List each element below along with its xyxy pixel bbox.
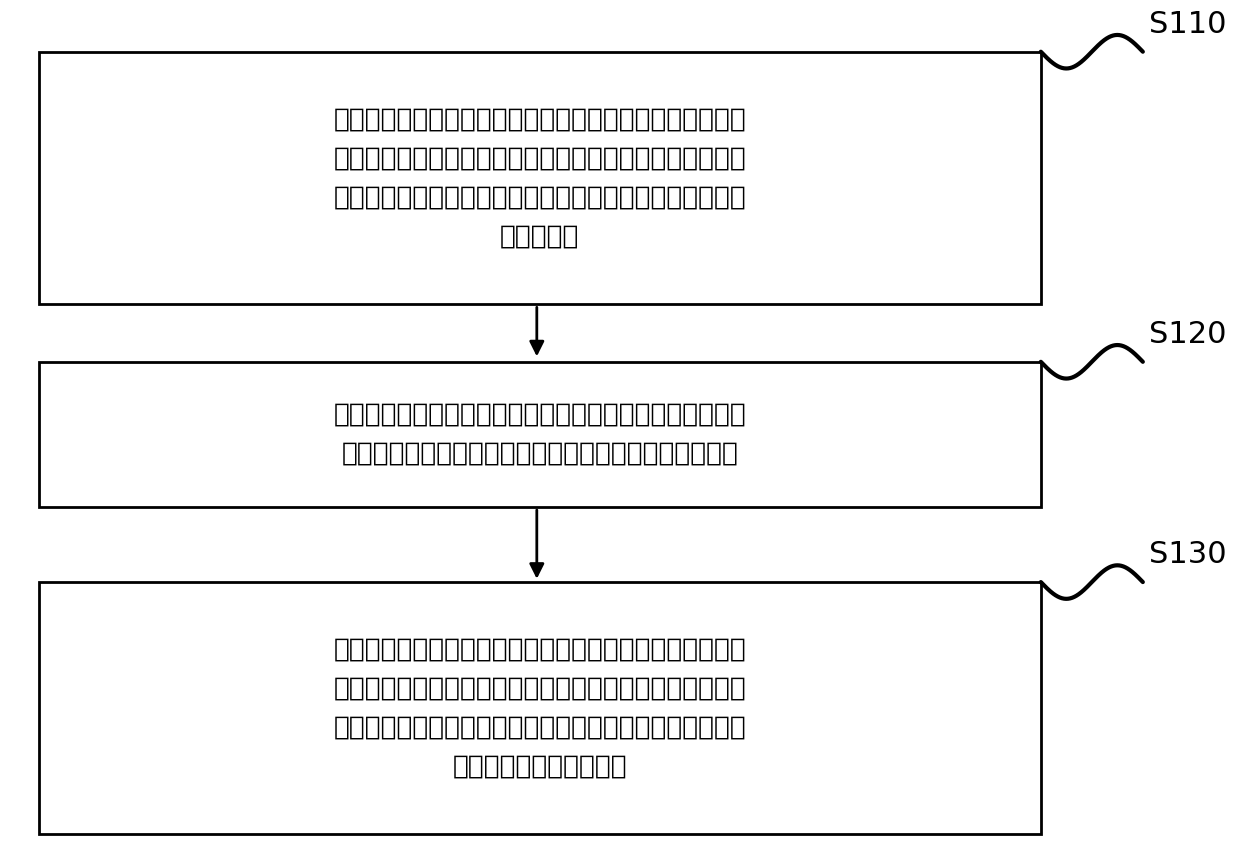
FancyBboxPatch shape	[38, 362, 1040, 507]
Text: S130: S130	[1148, 541, 1226, 569]
FancyBboxPatch shape	[38, 52, 1040, 304]
Text: 根据触发人机交互界面生成排污控制指令或根据检测到的冷
却水的电导率生成的排污控制指令控制所述排污装置运行: 根据触发人机交互界面生成排污控制指令或根据检测到的冷 却水的电导率生成的排污控制…	[334, 402, 746, 467]
Text: S110: S110	[1148, 10, 1226, 39]
Text: S120: S120	[1148, 320, 1226, 349]
Text: 根据触发人机交互界面生成的固体加药控制指令、于所述人
机交互界面配置时间生成的定时固体加药控制指令或根据检
测到的冷却水的氧化还原电位差生成的固体加药控制指令控: 根据触发人机交互界面生成的固体加药控制指令、于所述人 机交互界面配置时间生成的定…	[334, 637, 746, 779]
Text: 根据触发人机交互界面生成的液体加药控制指令、于所述人
机交互界面配置时间生成的定时液体加药控制指令或根据所
述排污装置的污水量生成液体加药控制指令控制所述液体加: 根据触发人机交互界面生成的液体加药控制指令、于所述人 机交互界面配置时间生成的定…	[334, 106, 746, 249]
FancyBboxPatch shape	[38, 582, 1040, 835]
